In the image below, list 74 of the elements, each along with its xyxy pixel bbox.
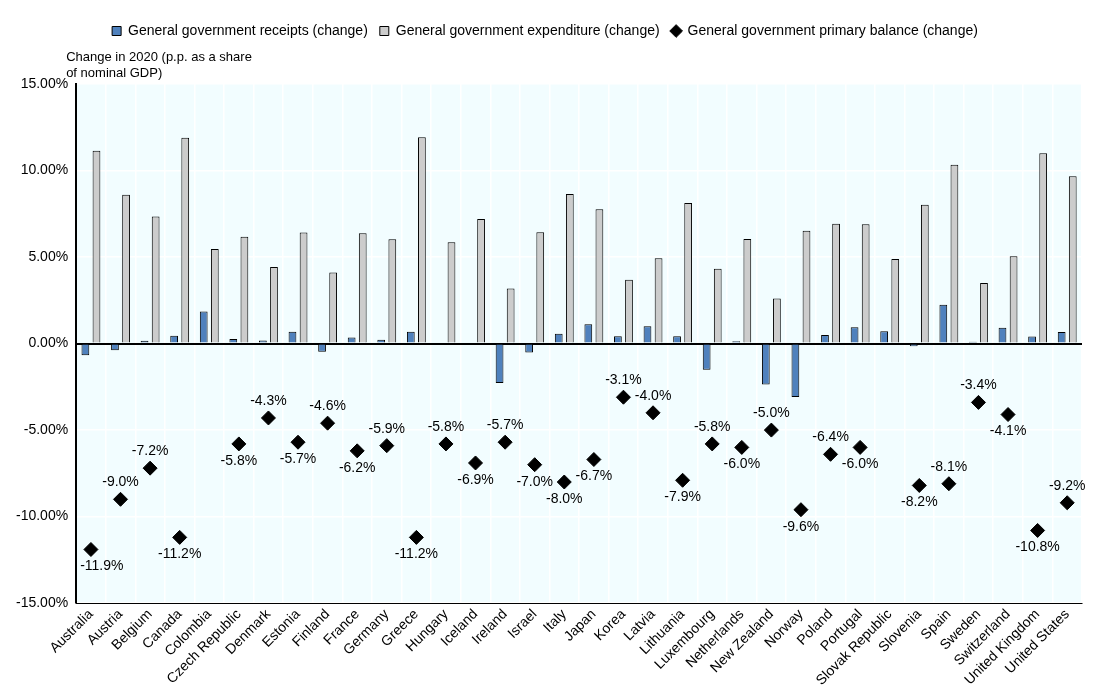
- data-label: -11.2%: [394, 545, 439, 562]
- y-tick-label: 10.00%: [20, 161, 69, 178]
- data-label: -5.7%: [279, 450, 317, 467]
- point: [497, 434, 513, 450]
- point: [260, 410, 276, 426]
- data-label: -10.8%: [1015, 538, 1060, 555]
- data-label: -7.0%: [516, 472, 553, 489]
- point: [911, 477, 927, 493]
- point: [349, 443, 365, 459]
- y-tick-label: -5.00%: [23, 420, 69, 437]
- data-label: -8.2%: [901, 493, 938, 510]
- data-label: -4.6%: [309, 397, 346, 414]
- point: [527, 457, 543, 473]
- data-label: -11.2%: [158, 545, 202, 562]
- point: [734, 439, 750, 455]
- point: [763, 422, 779, 438]
- point: [468, 455, 484, 471]
- data-label: -11.9%: [80, 557, 124, 574]
- point: [556, 474, 572, 490]
- y-axis-title: Change in 2020 (p.p. as a share of nominal GDP): [66, 49, 252, 81]
- point: [852, 439, 868, 455]
- data-label: -9.0%: [102, 473, 139, 490]
- point: [290, 434, 306, 450]
- y-tick-label: -10.00%: [15, 507, 69, 524]
- point: [320, 415, 336, 431]
- y-tick-label: 0.00%: [28, 334, 69, 351]
- point: [1059, 495, 1075, 511]
- point: [823, 446, 839, 462]
- point: [113, 491, 129, 507]
- data-label: -6.7%: [575, 467, 613, 484]
- y-tick-label: 5.00%: [28, 247, 69, 264]
- data-label: -9.6%: [782, 517, 820, 534]
- point: [941, 476, 957, 492]
- point: [793, 502, 809, 518]
- point: [615, 389, 631, 405]
- data-label: -4.3%: [250, 391, 287, 408]
- point: [379, 438, 395, 454]
- data-label: -5.9%: [368, 419, 406, 436]
- data-label: -6.4%: [812, 428, 849, 445]
- data-label: -3.1%: [605, 371, 642, 388]
- data-label: -5.8%: [427, 417, 465, 434]
- point: [970, 394, 986, 410]
- data-label: -6.2%: [338, 458, 376, 475]
- data-label: -4.0%: [634, 386, 672, 403]
- point: [438, 436, 454, 452]
- data-label: -8.1%: [930, 457, 968, 474]
- data-label: -5.7%: [486, 416, 524, 433]
- point: [172, 529, 188, 545]
- legend-label: General government expenditure (change): [395, 21, 660, 38]
- data-label: -6.0%: [723, 455, 761, 472]
- point: [645, 405, 661, 421]
- data-label: -6.0%: [841, 455, 879, 472]
- data-label: -7.9%: [664, 488, 701, 505]
- point: [142, 460, 158, 476]
- y-tick-label: -15.00%: [15, 594, 69, 610]
- point: [1000, 407, 1016, 423]
- data-label: -6.9%: [457, 470, 494, 487]
- point: [1030, 522, 1046, 538]
- point: [704, 436, 720, 452]
- data-label: -5.0%: [753, 403, 790, 420]
- data-label: -5.8%: [220, 451, 258, 468]
- legend-label: General government receipts (change): [128, 21, 368, 38]
- data-label: -4.1%: [989, 422, 1027, 439]
- point: [586, 452, 602, 468]
- data-label: -3.4%: [960, 376, 997, 393]
- data-label: -5.8%: [693, 417, 731, 434]
- data-label: -9.2%: [1048, 476, 1086, 493]
- legend-label: General government primary balance (change): [687, 21, 978, 38]
- data-label: -8.0%: [545, 489, 583, 506]
- point: [408, 529, 424, 545]
- point: [675, 472, 691, 488]
- point: [231, 436, 247, 452]
- point: [83, 541, 99, 557]
- data-label: -7.2%: [131, 442, 169, 459]
